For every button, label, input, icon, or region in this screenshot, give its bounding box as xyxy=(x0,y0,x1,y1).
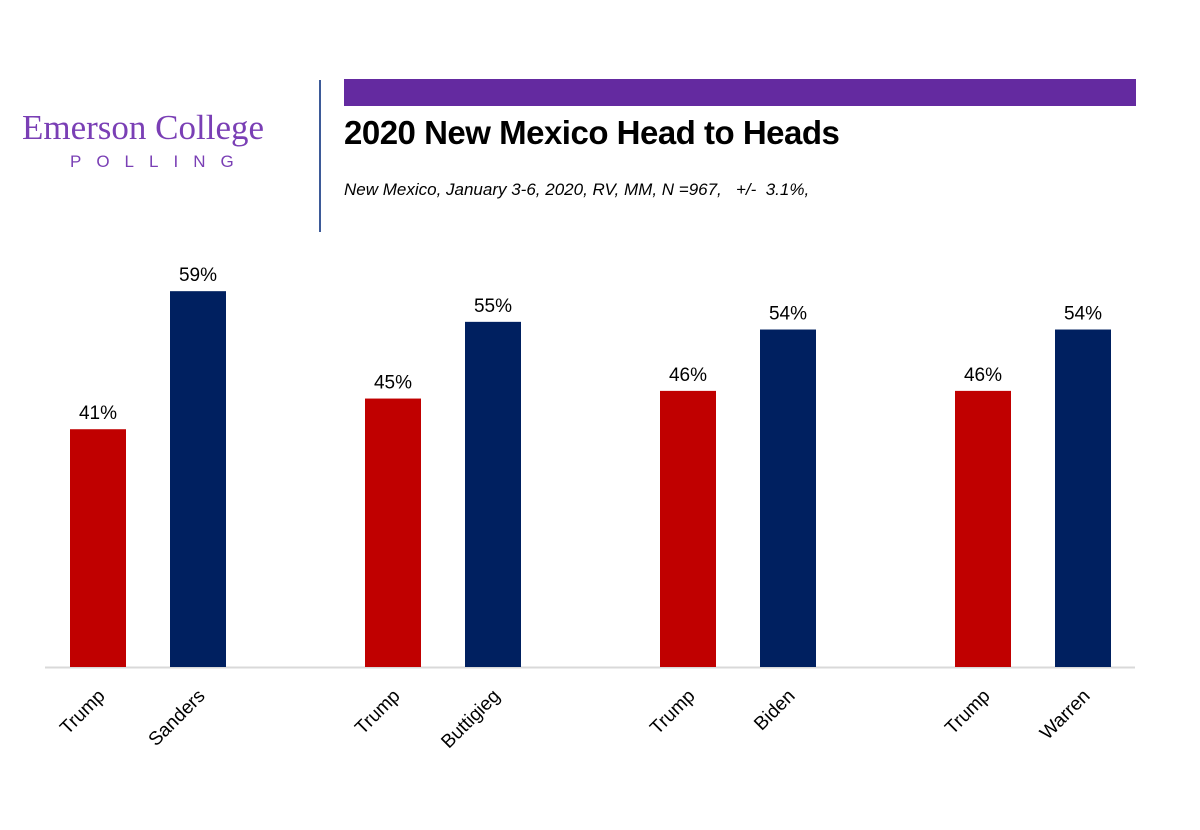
x-tick-label: Trump xyxy=(646,686,699,739)
data-label: 46% xyxy=(669,365,707,386)
bar-trump xyxy=(660,390,716,667)
data-label: 59% xyxy=(179,265,217,286)
data-label: 45% xyxy=(374,373,412,394)
x-tick-label: Trump xyxy=(56,686,109,739)
data-label: 54% xyxy=(1064,304,1102,325)
bar-trump xyxy=(955,390,1011,667)
bar-trump xyxy=(70,429,126,667)
chart-subtitle: New Mexico, January 3-6, 2020, RV, MM, N… xyxy=(344,180,810,199)
data-label: 46% xyxy=(964,365,1002,386)
x-tick-label: Buttigieg xyxy=(437,686,504,753)
x-tick-label: Biden xyxy=(750,686,799,735)
data-label: 55% xyxy=(474,296,512,317)
bar-biden xyxy=(760,329,816,667)
divider xyxy=(319,80,321,232)
accent-bar xyxy=(344,79,1136,106)
logo-emerson-college: Emerson College xyxy=(22,108,265,147)
x-tick-label: Trump xyxy=(351,686,404,739)
chart-title: 2020 New Mexico Head to Heads xyxy=(344,114,840,151)
bar-warren xyxy=(1055,329,1111,667)
x-tick-label: Warren xyxy=(1036,686,1094,744)
data-label: 54% xyxy=(769,304,807,325)
x-tick-label: Sanders xyxy=(145,686,210,751)
x-tick-label: Trump xyxy=(941,686,994,739)
bar-sanders xyxy=(170,291,226,667)
data-label: 41% xyxy=(79,403,117,424)
logo-polling: POLLING xyxy=(70,152,249,171)
bar-buttigieg xyxy=(465,321,521,667)
bar-trump xyxy=(365,398,421,667)
